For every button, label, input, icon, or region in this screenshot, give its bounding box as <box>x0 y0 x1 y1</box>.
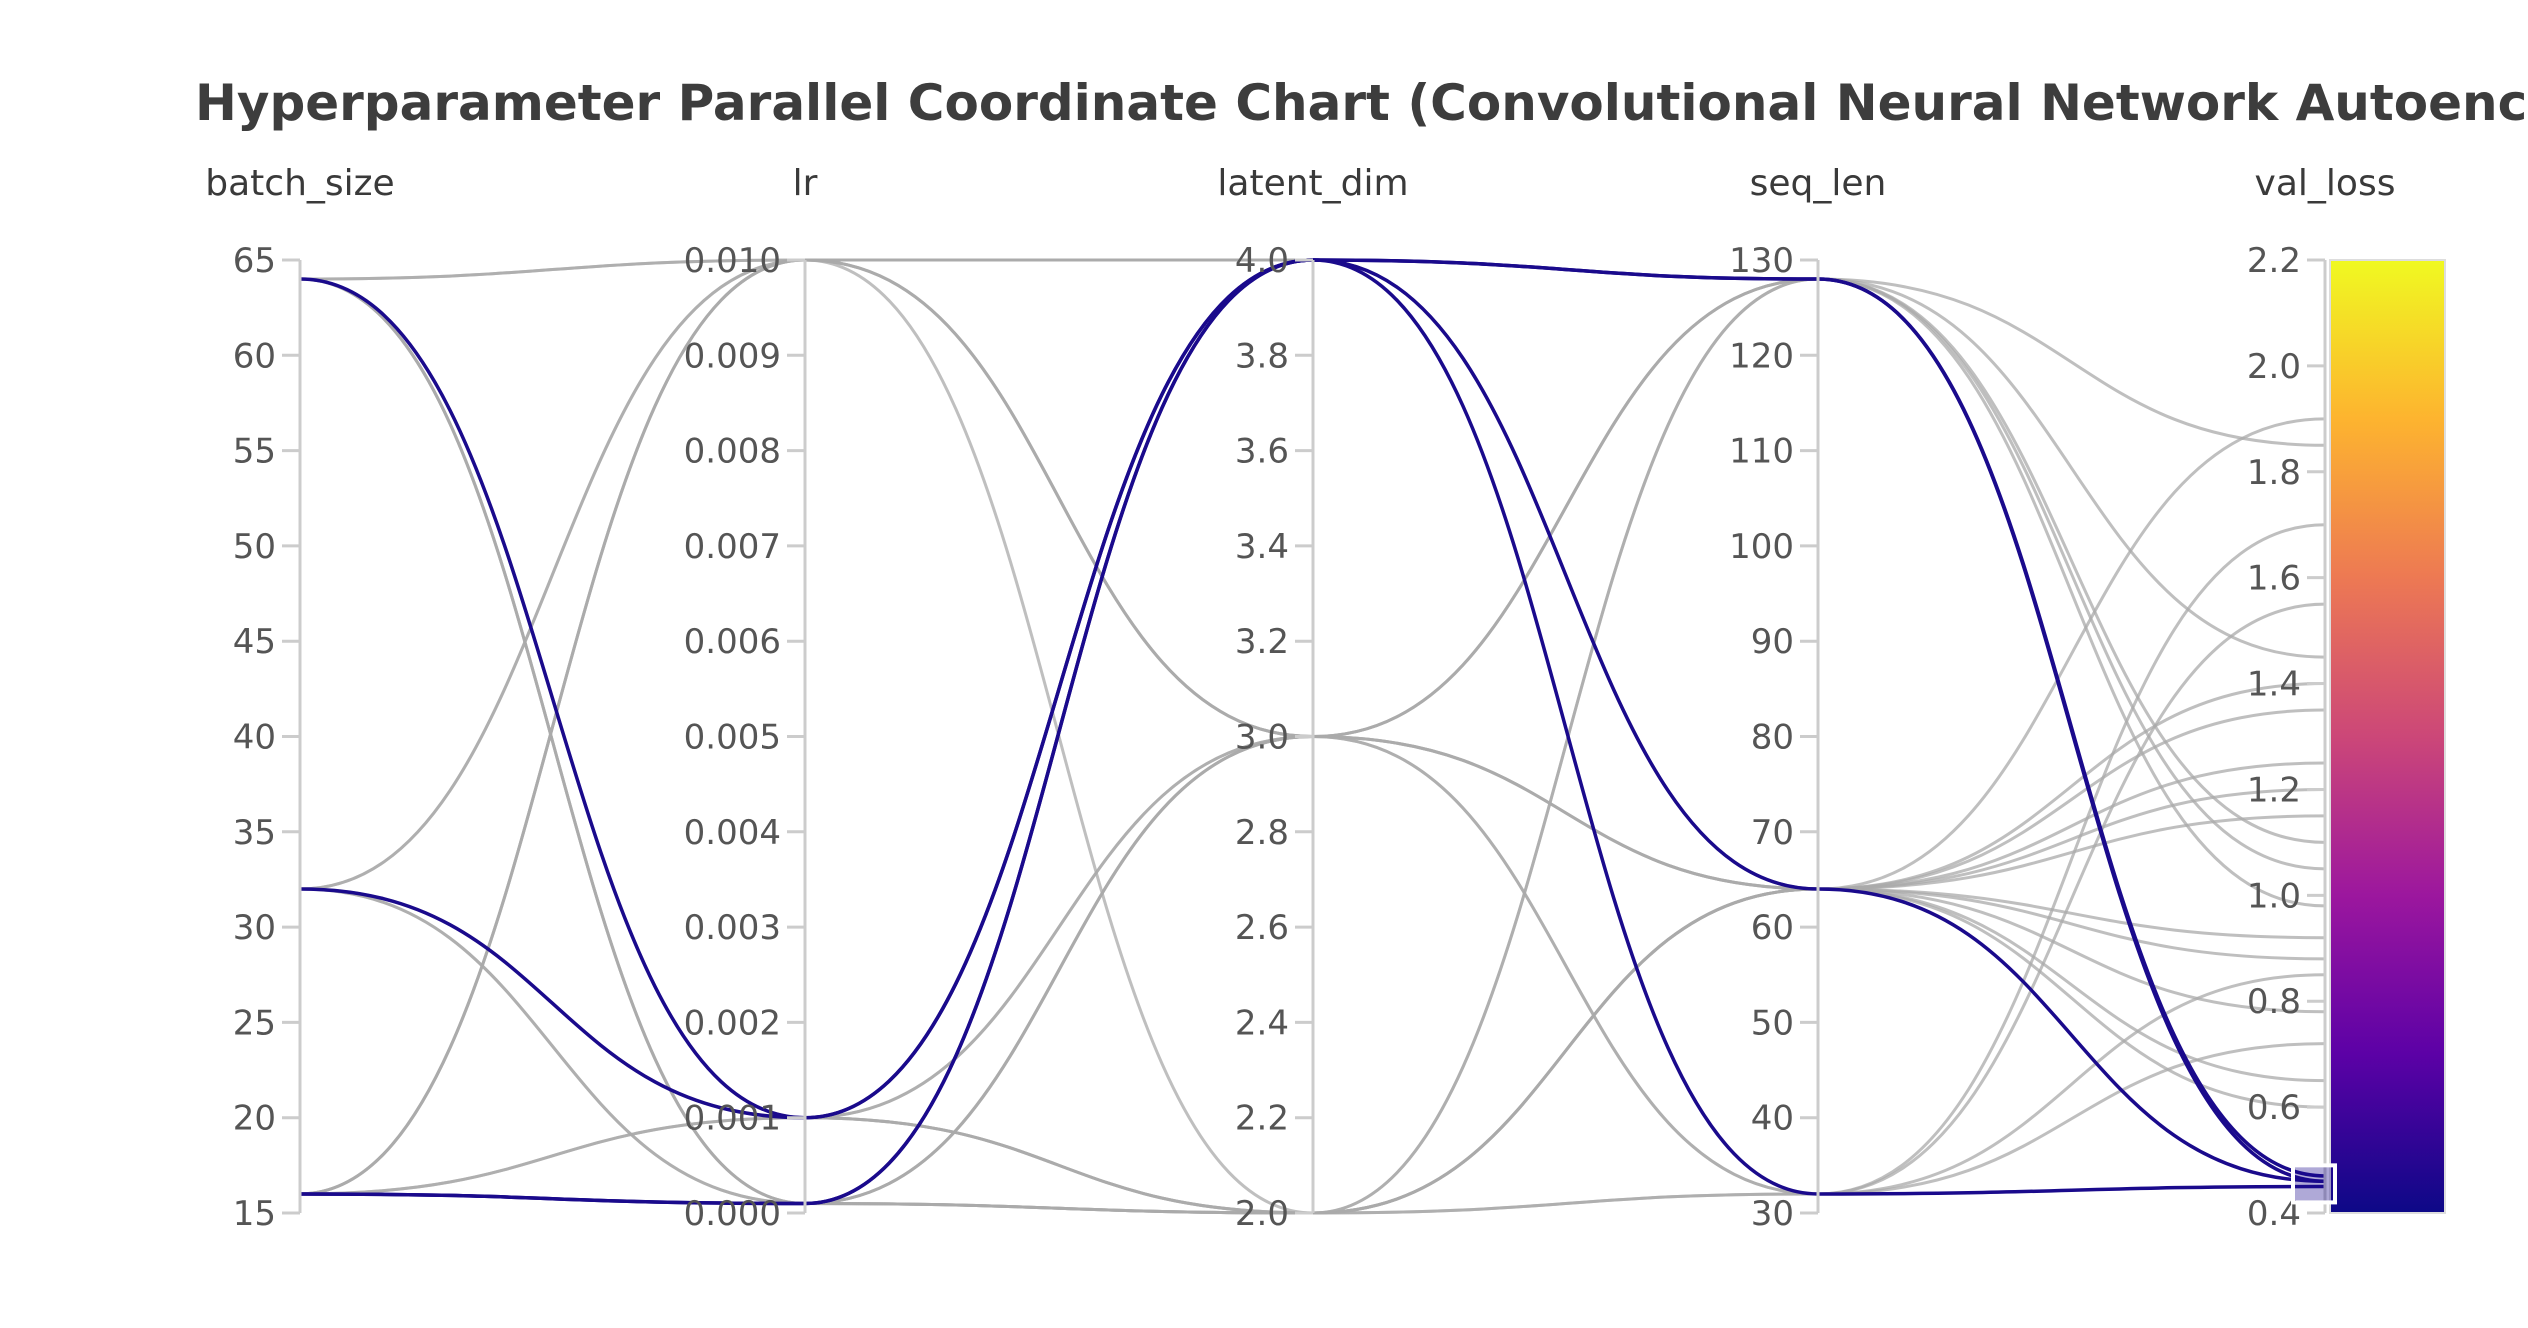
tick-label: 2.4 <box>1235 1003 1289 1043</box>
tick-label: 110 <box>1729 432 1794 472</box>
axis-label: batch_size <box>205 163 394 204</box>
tick-label: 20 <box>233 1099 276 1139</box>
tick-label: 65 <box>233 241 276 281</box>
axis-label: val_loss <box>2255 163 2396 204</box>
tick-label: 2.2 <box>1235 1099 1289 1139</box>
tick-label: 3.2 <box>1235 622 1289 662</box>
tick-label: 30 <box>1751 1194 1794 1234</box>
tick-label: 3.6 <box>1235 432 1289 472</box>
axis-label: latent_dim <box>1217 163 1408 204</box>
tick-label: 1.8 <box>2247 453 2301 493</box>
tick-label: 2.0 <box>1235 1194 1289 1234</box>
tick-label: 0.000 <box>684 1194 781 1234</box>
tick-label: 55 <box>233 432 276 472</box>
tick-label: 130 <box>1729 241 1794 281</box>
run-line <box>299 761 2326 1215</box>
axis-lr[interactable]: lr 0.000 0.001 0.002 0.003 0.004 0.005 0.006 0.0… <box>684 163 818 1234</box>
tick-label: 0.001 <box>684 1099 781 1139</box>
tick-label: 4.0 <box>1235 241 1289 281</box>
axis-label: seq_len <box>1750 163 1887 204</box>
constraint-range-brush[interactable] <box>2291 1163 2337 1205</box>
tick-label: 120 <box>1729 336 1794 376</box>
tick-label: 3.4 <box>1235 527 1289 567</box>
tick-label: 40 <box>233 718 276 758</box>
tick-label: 0.004 <box>684 813 781 853</box>
tick-label: 50 <box>233 527 276 567</box>
tick-label: 2.0 <box>2247 347 2301 387</box>
tick-label: 3.8 <box>1235 336 1289 376</box>
tick-label: 60 <box>1751 908 1794 948</box>
tick-label: 2.2 <box>2247 241 2301 281</box>
axis-label: lr <box>793 163 818 204</box>
tick-label: 0.003 <box>684 908 781 948</box>
tick-label: 1.4 <box>2247 665 2301 705</box>
tick-label: 100 <box>1729 527 1794 567</box>
tick-label: 1.6 <box>2247 559 2301 599</box>
tick-label: 60 <box>233 336 276 376</box>
tick-label: 70 <box>1751 813 1794 853</box>
tick-label: 25 <box>233 1003 276 1043</box>
tick-label: 30 <box>233 908 276 948</box>
tick-label: 2.8 <box>1235 813 1289 853</box>
tick-label: 80 <box>1751 718 1794 758</box>
tick-label: 1.2 <box>2247 770 2301 810</box>
tick-label: 0.005 <box>684 718 781 758</box>
axis-latent_dim[interactable]: latent_dim 2.0 2.2 2.4 2.6 2.8 3.0 3.2 3.4 3.6 3.8… <box>1217 163 1408 1234</box>
axis-batch_size[interactable]: batch_size 15 20 25 30 35 40 45 50 55 60 65 <box>205 163 394 1234</box>
tick-label: 0.010 <box>684 241 781 281</box>
tick-label: 0.8 <box>2247 982 2301 1022</box>
color-bar <box>2291 259 2446 1214</box>
axis-seq_len[interactable]: seq_len 30 40 50 60 70 80 90 100 110 120 130 <box>1729 163 1886 1234</box>
tick-label: 2.6 <box>1235 908 1289 948</box>
tick-label: 0.008 <box>684 432 781 472</box>
tick-label: 1.0 <box>2247 876 2301 916</box>
tick-label: 45 <box>233 622 276 662</box>
tick-label: 40 <box>1751 1099 1794 1139</box>
chart-title: Hyperparameter Parallel Coordinate Chart… <box>195 74 2528 132</box>
tick-label: 0.009 <box>684 336 781 376</box>
tick-label: 50 <box>1751 1003 1794 1043</box>
tick-label: 0.007 <box>684 527 781 567</box>
axes: batch_size 15 20 25 30 35 40 45 50 55 60 65 lr 0.000 0… <box>205 163 2395 1234</box>
tick-label: 15 <box>233 1194 276 1234</box>
color-bar-gradient <box>2329 259 2446 1214</box>
tick-label: 90 <box>1751 622 1794 662</box>
tick-label: 0.6 <box>2247 1088 2301 1128</box>
tick-label: 3.0 <box>1235 718 1289 758</box>
tick-label: 0.002 <box>684 1003 781 1043</box>
tick-label: 35 <box>233 813 276 853</box>
tick-label: 0.006 <box>684 622 781 662</box>
